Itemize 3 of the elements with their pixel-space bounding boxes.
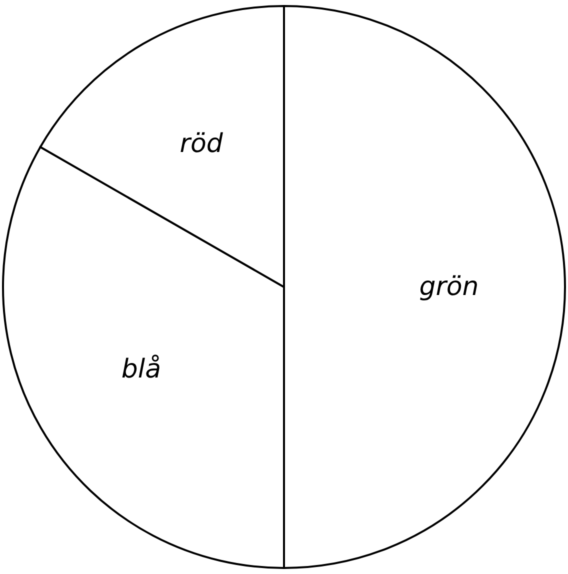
slice-label: grön [419, 272, 479, 302]
slice-label: röd [180, 129, 224, 160]
slice-label: blå [121, 354, 162, 385]
